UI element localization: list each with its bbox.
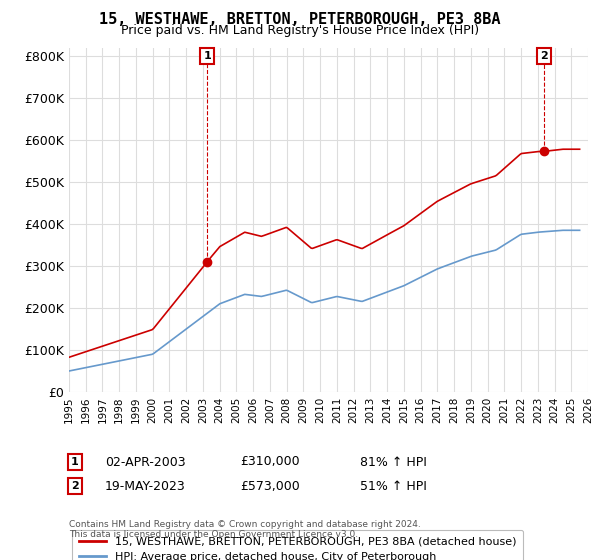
Text: 1: 1: [71, 457, 79, 467]
Text: Price paid vs. HM Land Registry's House Price Index (HPI): Price paid vs. HM Land Registry's House …: [121, 24, 479, 37]
Text: £573,000: £573,000: [240, 479, 300, 493]
Text: 15, WESTHAWE, BRETTON, PETERBOROUGH, PE3 8BA: 15, WESTHAWE, BRETTON, PETERBOROUGH, PE3…: [99, 12, 501, 27]
Text: £310,000: £310,000: [240, 455, 299, 469]
Text: 2: 2: [540, 51, 548, 61]
Text: 19-MAY-2023: 19-MAY-2023: [105, 479, 186, 493]
Text: 81% ↑ HPI: 81% ↑ HPI: [360, 455, 427, 469]
Text: 1: 1: [203, 51, 211, 61]
Text: 02-APR-2003: 02-APR-2003: [105, 455, 185, 469]
Text: 51% ↑ HPI: 51% ↑ HPI: [360, 479, 427, 493]
Legend: 15, WESTHAWE, BRETTON, PETERBOROUGH, PE3 8BA (detached house), HPI: Average pric: 15, WESTHAWE, BRETTON, PETERBOROUGH, PE3…: [72, 530, 523, 560]
Text: 2: 2: [71, 481, 79, 491]
Text: Contains HM Land Registry data © Crown copyright and database right 2024.
This d: Contains HM Land Registry data © Crown c…: [69, 520, 421, 539]
